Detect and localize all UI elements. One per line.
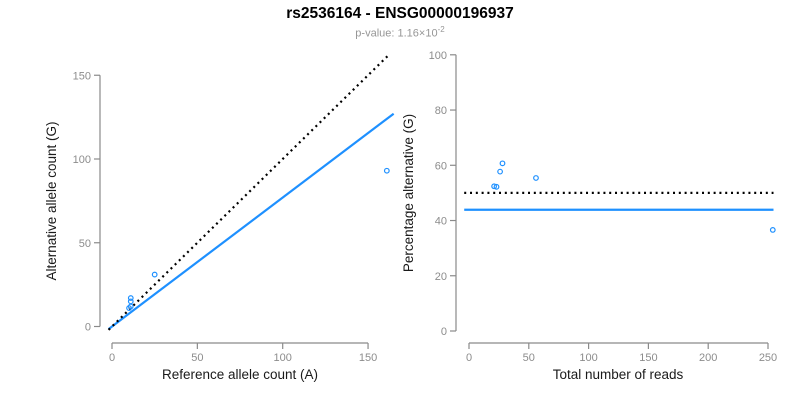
left-scatter-panel: 0 50 100 150 0 50 100 150 [73, 55, 395, 364]
p-value-subtitle: p-value: 1.16×10-2 [0, 25, 800, 40]
data-point [533, 175, 539, 181]
x-tick-label: 250 [759, 352, 777, 364]
y-tick-label: 40 [435, 216, 447, 228]
y-tick-label: 100 [73, 154, 91, 166]
right-x-axis-title: Total number of reads [553, 367, 684, 382]
left-x-axis-title: Reference allele count (A) [162, 367, 318, 382]
x-tick-label: 100 [274, 352, 292, 364]
data-point [497, 168, 503, 175]
data-point [127, 298, 134, 305]
data-point [491, 183, 498, 190]
data-point [383, 167, 390, 174]
y-tick-label: 0 [85, 322, 91, 334]
identity-expected-line [107, 55, 389, 331]
x-tick-label: 0 [466, 352, 472, 364]
x-tick-label: 150 [359, 352, 377, 364]
x-tick-label: 200 [699, 352, 717, 364]
y-tick-label: 80 [435, 105, 447, 117]
x-tick-label: 50 [523, 352, 535, 364]
x-tick-label: 50 [191, 352, 203, 364]
y-tick-label: 50 [79, 238, 91, 250]
fitted-allelic-ratio-line [107, 112, 395, 330]
data-point [769, 227, 776, 233]
y-tick-label: 20 [435, 271, 447, 283]
plot-title: rs2536164 - ENSG00000196937 [286, 5, 514, 22]
y-tick-label: 0 [441, 326, 447, 338]
right-scatter-panel: 0 20 40 60 80 100 0 50 100 150 200 250 [429, 50, 778, 364]
x-tick-label: 0 [109, 352, 115, 364]
right-y-axis-title: Percentage alternative (G) [401, 114, 416, 272]
data-point [499, 160, 506, 167]
data-point [127, 295, 134, 301]
p-value-text: p-value: 1.16×10 [355, 27, 438, 40]
p-value-exponent: -2 [437, 25, 445, 34]
y-tick-label: 100 [429, 50, 447, 62]
data-point [151, 271, 158, 278]
y-tick-label: 60 [435, 160, 447, 172]
data-point [493, 183, 500, 190]
y-tick-label: 150 [73, 70, 91, 82]
x-tick-label: 150 [639, 352, 657, 364]
x-tick-label: 100 [579, 352, 597, 364]
left-y-axis-title: Alternative allele count (G) [44, 121, 59, 280]
